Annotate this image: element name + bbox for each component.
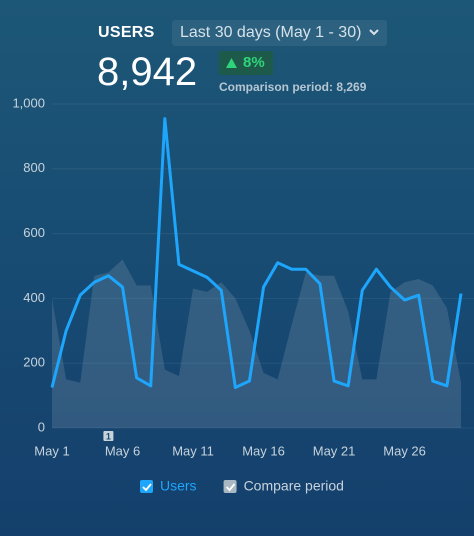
y-tick-label: 1,000 bbox=[12, 95, 45, 110]
y-tick-label: 800 bbox=[23, 160, 45, 175]
legend-checkbox bbox=[140, 480, 153, 493]
x-tick-label: May 6 bbox=[105, 443, 140, 458]
y-tick-label: 0 bbox=[38, 419, 45, 434]
widget-title: USERS bbox=[98, 24, 155, 41]
x-tick-label: May 16 bbox=[242, 443, 285, 458]
y-tick-label: 400 bbox=[23, 290, 45, 305]
legend-item[interactable]: Users bbox=[140, 478, 197, 494]
x-tick-label: May 21 bbox=[313, 443, 356, 458]
date-range: Last 30 days (May 1 - 30) bbox=[180, 24, 362, 41]
total-value: 8,942 bbox=[97, 50, 198, 94]
y-tick-label: 600 bbox=[23, 225, 45, 240]
y-tick-label: 200 bbox=[23, 355, 45, 370]
comparison-text: Comparison period: 8,269 bbox=[219, 80, 367, 94]
legend-label: Users bbox=[160, 478, 197, 494]
annotation-label: 1 bbox=[106, 431, 111, 441]
up-arrow-icon bbox=[226, 58, 237, 68]
change-value: 8% bbox=[243, 54, 265, 71]
users-line bbox=[50, 117, 463, 389]
change-badge: 8% bbox=[219, 51, 273, 75]
legend-label: Compare period bbox=[244, 478, 344, 494]
check-icon bbox=[225, 483, 236, 492]
legend-checkbox bbox=[223, 480, 237, 493]
annotation-marker bbox=[103, 431, 114, 441]
compare-area bbox=[52, 259, 461, 428]
chevron-icon bbox=[369, 29, 380, 36]
legend-item[interactable]: Compare period bbox=[223, 478, 344, 494]
x-tick-label: May 26 bbox=[383, 443, 426, 458]
date-range-dropdown[interactable]: Last 30 days (May 1 - 30) bbox=[172, 20, 388, 46]
check-icon bbox=[142, 483, 152, 492]
x-tick-label: May 1 bbox=[34, 443, 69, 458]
x-tick-label: May 11 bbox=[172, 443, 214, 458]
